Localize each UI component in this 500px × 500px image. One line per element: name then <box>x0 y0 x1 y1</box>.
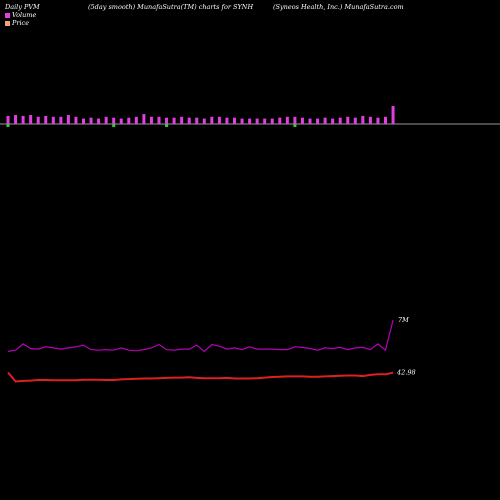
volume-down-marker <box>112 124 116 127</box>
volume-bar <box>195 117 199 124</box>
legend-volume: Volume <box>5 11 36 19</box>
header-center: (5day smooth) MunafaSutra(TM) charts for… <box>88 3 254 11</box>
legend-volume-swatch <box>5 12 10 18</box>
volume-bar <box>6 115 10 124</box>
legend-price-label: Price <box>12 19 30 27</box>
volume-bar <box>44 115 48 124</box>
volume-bar <box>165 117 169 124</box>
volume-bar <box>263 118 267 124</box>
volume-down-marker <box>6 124 10 127</box>
volume-bar <box>323 117 327 124</box>
volume-bar <box>59 116 63 124</box>
volume-bar <box>338 117 342 124</box>
volume-bar <box>74 116 78 124</box>
volume-bar <box>172 117 176 124</box>
volume-bar <box>270 118 274 124</box>
volume-bar <box>187 117 191 124</box>
volume-bar <box>202 118 206 124</box>
volume-bar <box>210 116 214 124</box>
volume-bar <box>331 118 335 124</box>
volume-bar <box>308 118 312 124</box>
volume-bar <box>316 118 320 124</box>
volume-bar <box>300 117 304 124</box>
volume-bar <box>180 116 184 124</box>
volume-bar <box>157 116 161 124</box>
volume-bar <box>142 114 146 124</box>
volume-bar <box>384 116 387 124</box>
volume-bar <box>29 115 33 124</box>
volume-down-marker <box>165 124 169 127</box>
header-left: Daily PVM <box>5 3 40 11</box>
volume-bar <box>285 116 289 124</box>
volume-bar <box>233 117 236 124</box>
volume-down-marker <box>293 124 297 127</box>
legend-volume-label: Volume <box>12 11 37 19</box>
volume-bar <box>278 117 282 124</box>
volume-bar <box>127 117 131 124</box>
volume-bar <box>82 118 85 124</box>
pvm-end-label: 7M <box>398 316 409 324</box>
volume-bar <box>104 116 108 124</box>
volume-bar <box>255 118 259 124</box>
legend-price: Price <box>5 19 29 27</box>
volume-bar <box>376 117 380 124</box>
volume-bar <box>119 118 123 124</box>
volume-bar <box>217 116 221 124</box>
volume-bar <box>66 115 70 124</box>
volume-bar <box>89 117 93 124</box>
volume-bar <box>36 116 40 124</box>
volume-bar <box>293 116 297 124</box>
volume-bar <box>112 117 116 124</box>
volume-bar <box>361 115 365 124</box>
volume-bar <box>391 106 395 124</box>
price-line <box>7 371 394 383</box>
volume-bar <box>97 118 101 124</box>
volume-bar <box>346 116 350 124</box>
volume-bar <box>51 116 55 124</box>
volume-bar <box>248 118 252 124</box>
volume-bar <box>14 115 18 124</box>
price-end-label: 42.98 <box>396 369 416 377</box>
volume-bar <box>353 117 357 124</box>
legend-price-swatch <box>5 20 10 26</box>
volume-bar <box>149 116 153 124</box>
volume-bar <box>134 116 138 124</box>
volume-bar <box>240 118 244 124</box>
volume-bar <box>21 115 25 124</box>
header-right: (Syneos Health, Inc.) MunafaSutra.com <box>273 3 404 11</box>
volume-bar <box>225 117 229 124</box>
volume-bar <box>368 116 372 124</box>
pvm-line <box>7 319 394 353</box>
